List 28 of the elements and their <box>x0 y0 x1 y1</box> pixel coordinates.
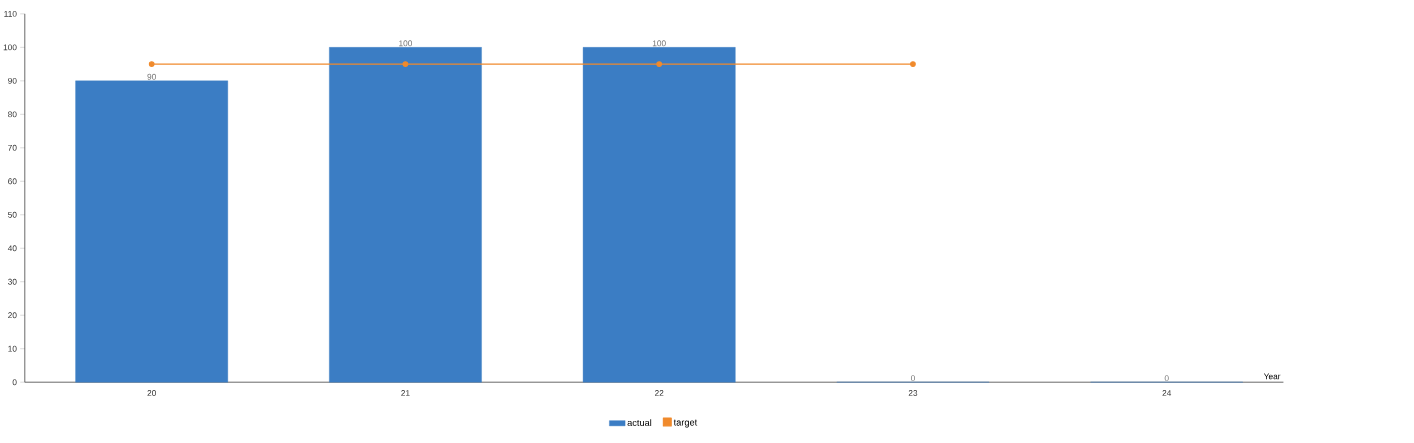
data-label: 0 <box>1164 375 1169 381</box>
y-tick-label: 40 <box>7 245 17 252</box>
bar <box>75 80 228 383</box>
y-tick-label: 70 <box>8 144 17 151</box>
legend-label: actual <box>627 419 652 426</box>
data-label: 90 <box>147 73 156 80</box>
y-tick-label: 50 <box>8 211 17 218</box>
y-tick-label: 110 <box>4 10 17 17</box>
y-tick-label: 0 <box>12 379 17 385</box>
y-tick-label: 80 <box>8 111 17 118</box>
bar <box>329 47 482 383</box>
legend-label: target <box>673 419 698 428</box>
x-tick-label: 22 <box>655 389 664 396</box>
x-tick-label: 20 <box>147 389 156 396</box>
data-label: 0 <box>910 375 915 381</box>
data-label: 100 <box>399 40 413 47</box>
bar <box>582 47 736 383</box>
data-label: 100 <box>652 40 666 47</box>
x-tick-label: 21 <box>401 389 410 396</box>
y-tick-label: 100 <box>3 44 17 51</box>
y-tick-label: 90 <box>8 77 17 84</box>
x-tick-label: 24 <box>1162 389 1172 396</box>
y-tick-label: 30 <box>8 278 17 285</box>
x-tick-label: 23 <box>908 389 918 396</box>
x-axis-title: Year <box>1263 373 1281 380</box>
y-tick-label: 10 <box>8 345 17 352</box>
y-tick-label: 20 <box>8 312 17 319</box>
y-tick-label: 60 <box>8 178 17 185</box>
